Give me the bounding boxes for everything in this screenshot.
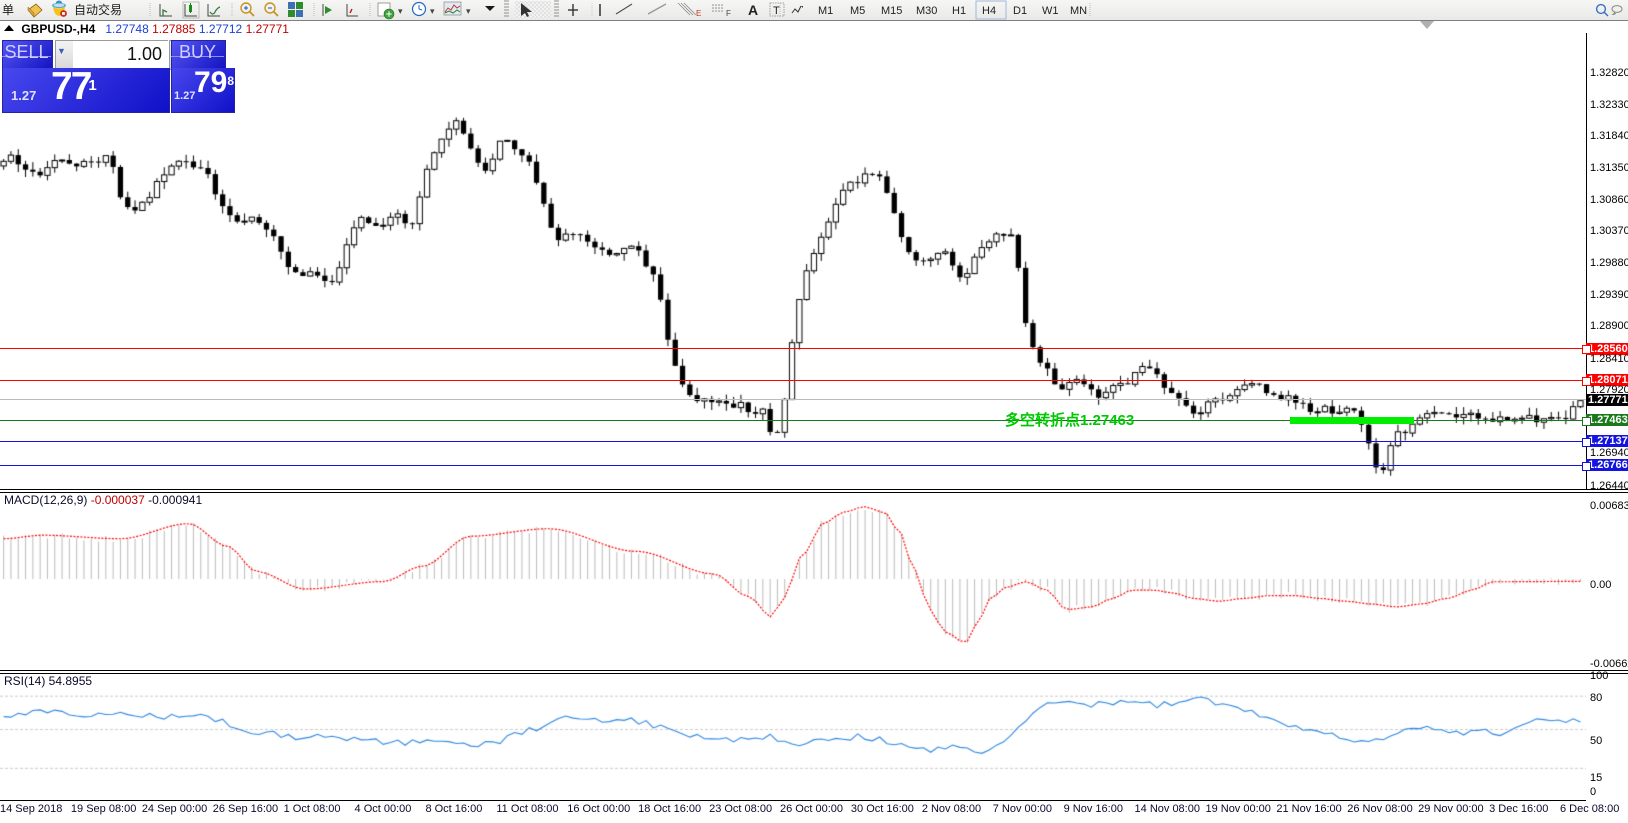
svg-text:自动交易: 自动交易 bbox=[74, 2, 122, 17]
svg-text:M15: M15 bbox=[881, 5, 902, 17]
svg-text:E: E bbox=[696, 9, 701, 18]
svg-text:F: F bbox=[726, 9, 731, 18]
svg-text:D1: D1 bbox=[1013, 5, 1027, 17]
svg-text:MN: MN bbox=[1070, 5, 1087, 17]
svg-text:H4: H4 bbox=[982, 5, 996, 17]
svg-text:M30: M30 bbox=[916, 5, 937, 17]
svg-text:单: 单 bbox=[2, 3, 14, 17]
svg-text:T: T bbox=[773, 5, 780, 17]
svg-text:▾: ▾ bbox=[430, 6, 435, 16]
svg-text:▾: ▾ bbox=[466, 6, 471, 16]
svg-text:A: A bbox=[748, 2, 758, 18]
svg-text:H1: H1 bbox=[952, 5, 966, 17]
svg-text:M5: M5 bbox=[850, 5, 865, 17]
svg-text:M1: M1 bbox=[818, 5, 833, 17]
svg-text:▾: ▾ bbox=[398, 6, 403, 16]
svg-text:W1: W1 bbox=[1042, 5, 1059, 17]
